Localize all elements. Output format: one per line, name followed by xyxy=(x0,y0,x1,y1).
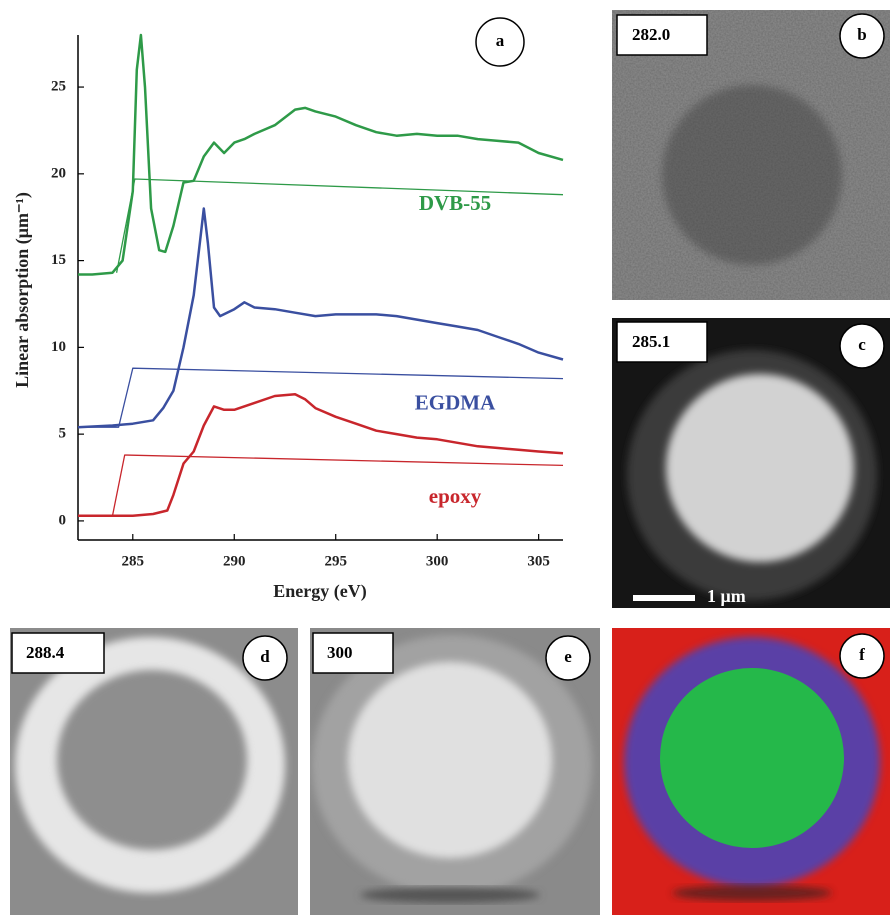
y-tick-label: 5 xyxy=(59,426,67,442)
x-tick-label: 300 xyxy=(426,553,449,569)
panel-letter: f xyxy=(859,645,865,664)
x-axis-label: Energy (eV) xyxy=(273,581,366,602)
series-label: DVB-55 xyxy=(419,191,491,215)
series-label: EGDMA xyxy=(415,390,496,414)
y-tick-label: 15 xyxy=(51,252,66,268)
x-tick-label: 305 xyxy=(527,553,550,569)
x-tick-label: 285 xyxy=(122,553,145,569)
energy-label: 285.1 xyxy=(632,332,670,351)
line-series xyxy=(117,179,563,273)
panel-letter: c xyxy=(858,335,866,354)
x-tick-label: 295 xyxy=(324,553,347,569)
figure: 282.0 b 1 μm 285.1 c 288.4 d 300 e f xyxy=(0,0,890,915)
energy-label: 288.4 xyxy=(26,643,65,662)
x-tick-label: 290 xyxy=(223,553,246,569)
page: 282.0 b 1 μm 285.1 c 288.4 d 300 e f xyxy=(0,0,890,915)
panel-letter: b xyxy=(857,25,866,44)
series-label: epoxy xyxy=(429,484,482,508)
energy-label: 282.0 xyxy=(632,25,670,44)
y-tick-label: 0 xyxy=(59,512,67,528)
scale-bar-label: 1 μm xyxy=(707,586,746,606)
y-tick-label: 10 xyxy=(51,339,66,355)
y-axis-label: Linear absorption (μm⁻¹) xyxy=(12,192,33,388)
panel-letter: d xyxy=(260,647,270,666)
label-box xyxy=(313,633,393,673)
panel-letter: e xyxy=(564,647,572,666)
energy-label: 300 xyxy=(327,643,353,662)
y-tick-label: 25 xyxy=(51,78,66,94)
line-series xyxy=(78,455,563,516)
line-series xyxy=(78,35,563,275)
panel-letter: a xyxy=(496,31,505,50)
y-tick-label: 20 xyxy=(51,165,66,181)
